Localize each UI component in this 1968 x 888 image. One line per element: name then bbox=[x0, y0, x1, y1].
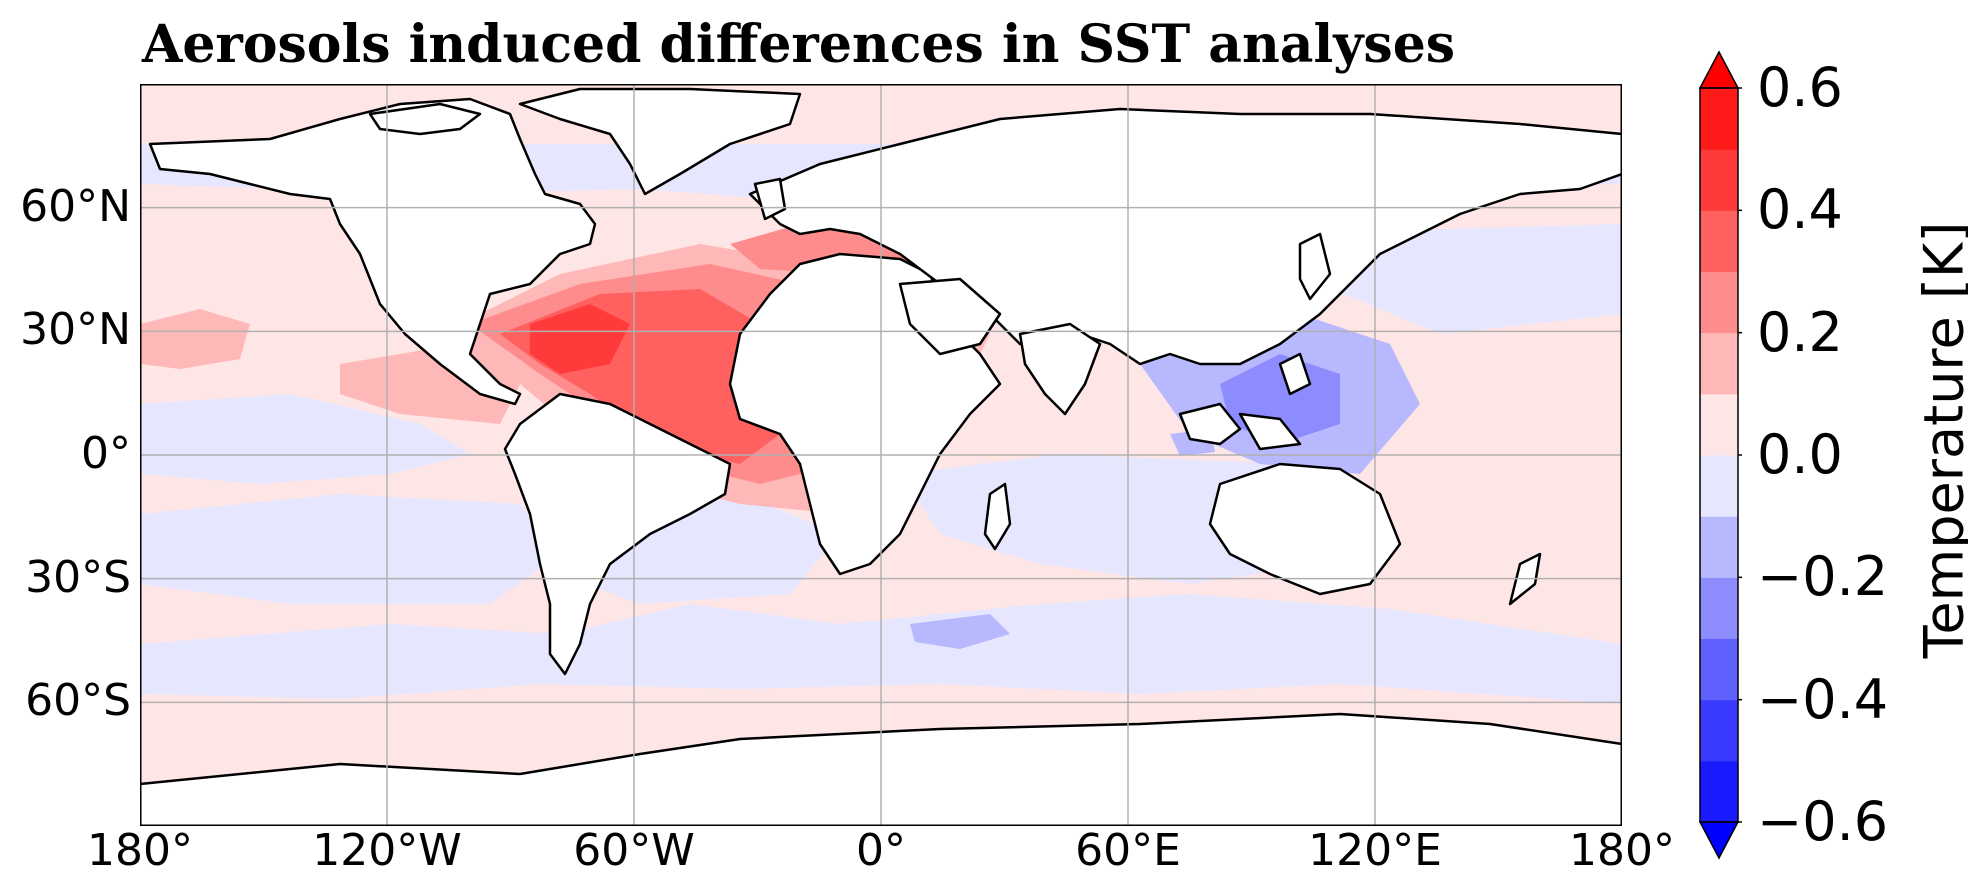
colorbar-bin bbox=[1700, 455, 1738, 517]
longitude-label: 120°E bbox=[1308, 825, 1442, 876]
latitude-label: 60°N bbox=[20, 180, 131, 232]
colorbar-bin bbox=[1700, 516, 1738, 578]
south-pacific-negative bbox=[140, 494, 560, 604]
madagascar bbox=[983, 482, 1012, 551]
longitude-label: 180° bbox=[87, 825, 193, 876]
latitude-label: 60°S bbox=[25, 675, 131, 727]
map-title: Aerosols induced differences in SST anal… bbox=[142, 14, 1456, 75]
colorbar-bin bbox=[1700, 577, 1738, 639]
colorbar-extend-max bbox=[1698, 50, 1740, 89]
colorbar-bin bbox=[1700, 760, 1738, 823]
map-frame bbox=[140, 84, 1622, 826]
colorbar-extend-min bbox=[1698, 821, 1740, 860]
colorbar-bin bbox=[1700, 149, 1738, 211]
greenland bbox=[518, 87, 802, 196]
colorbar-tick-label: −0.2 bbox=[1757, 545, 1889, 609]
colorbar-bin bbox=[1700, 210, 1738, 272]
colorbar-bin bbox=[1700, 393, 1738, 456]
colorbar bbox=[1698, 50, 1742, 860]
arabian-peninsula bbox=[898, 277, 1002, 356]
colorbar-tick-label: 0.4 bbox=[1757, 178, 1843, 242]
colorbar-bin bbox=[1700, 332, 1738, 395]
north-pacific-positive bbox=[140, 309, 250, 369]
tropical-north-atlantic-core bbox=[530, 304, 630, 374]
longitude-label: 180° bbox=[1569, 825, 1675, 876]
colorbar-title: Temperature [K] bbox=[1912, 221, 1968, 659]
colorbar-bin bbox=[1700, 271, 1738, 334]
colorbar-tick-label: −0.4 bbox=[1757, 667, 1889, 731]
latitude-label: 30°S bbox=[25, 551, 131, 603]
southeast-asia-islands bbox=[1178, 352, 1312, 451]
longitude-label: 120°W bbox=[312, 825, 462, 876]
longitude-label: 60°E bbox=[1075, 825, 1181, 876]
eurasia bbox=[748, 107, 1622, 366]
australia bbox=[1208, 462, 1402, 596]
south-america bbox=[503, 392, 732, 676]
colorbar-bin bbox=[1700, 699, 1738, 762]
colorbar-bin bbox=[1700, 88, 1738, 150]
colorbar-tick-label: 0.6 bbox=[1757, 56, 1843, 119]
colorbar-tick-label: −0.6 bbox=[1757, 790, 1889, 853]
canadian-arctic-islands bbox=[368, 102, 482, 136]
land-masses bbox=[140, 87, 1622, 826]
north-america bbox=[148, 97, 597, 406]
south-of-africa-negative bbox=[910, 614, 1010, 649]
gridlines bbox=[140, 84, 1622, 826]
latitude-label: 30°N bbox=[20, 304, 131, 356]
colorbar-tick-label: 0.0 bbox=[1757, 423, 1843, 486]
longitude-label: 60°W bbox=[573, 825, 695, 876]
japan bbox=[1298, 232, 1332, 301]
latitude-label: 0° bbox=[81, 428, 131, 479]
indian-subcontinent bbox=[1018, 322, 1102, 416]
colorbar-bin bbox=[1700, 638, 1738, 701]
colorbar-tick-label: 0.2 bbox=[1757, 300, 1843, 364]
longitude-label: 0° bbox=[856, 825, 906, 876]
sst-map bbox=[140, 84, 1622, 826]
